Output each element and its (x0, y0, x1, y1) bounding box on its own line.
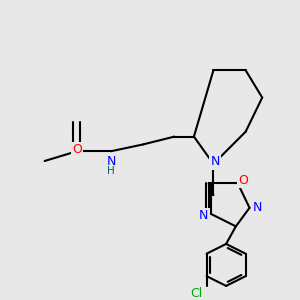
Text: N: N (106, 154, 116, 167)
Text: O: O (238, 174, 247, 187)
Text: O: O (72, 143, 82, 156)
Text: N: N (253, 201, 262, 214)
Text: Cl: Cl (191, 287, 203, 300)
Text: N: N (211, 155, 220, 169)
Text: N: N (199, 209, 208, 222)
Text: H: H (107, 166, 115, 176)
